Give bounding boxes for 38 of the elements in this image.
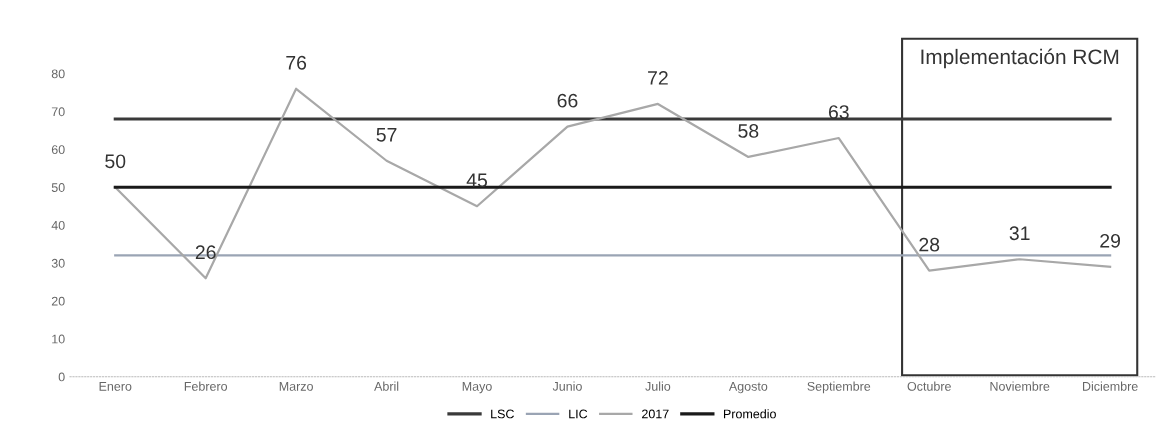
data-label: 50 [105, 154, 126, 169]
y-tick-label: 0 [58, 372, 65, 382]
data-label: 72 [648, 71, 668, 85]
x-tick-label: Septiembre [807, 381, 871, 394]
legend-label: Promedio [723, 409, 776, 419]
x-tick-label: Febrero [184, 381, 228, 391]
x-tick-label: Diciembre [1083, 381, 1138, 391]
y-tick-label: 30 [51, 258, 65, 268]
x-tick-label: Agosto [728, 382, 768, 394]
text: Implementación RCM [921, 48, 1119, 69]
x-tick-label: Julio [645, 381, 671, 391]
data-label: 31 [1009, 226, 1030, 241]
data-label: 58 [738, 124, 759, 138]
y-tick-label: 80 [51, 69, 65, 79]
data-label: 66 [557, 93, 578, 108]
x-tick-label: Marzo [279, 382, 313, 391]
y-tick-label: 70 [51, 107, 65, 117]
data-label: 28 [919, 237, 940, 252]
legend-label: LIC [569, 409, 588, 419]
x-tick-label: Abril [374, 381, 399, 391]
data-label: 76 [286, 55, 307, 70]
y-tick-label: 50 [51, 183, 65, 192]
x-tick-label: Octubre [907, 381, 951, 391]
y-tick-label: 10 [52, 334, 65, 344]
legend-label: 2017 [642, 409, 669, 419]
data-label: 63 [828, 105, 849, 119]
x-tick-label: Noviembre [990, 381, 1050, 391]
y-tick-label: 20 [51, 296, 65, 306]
y-tick-label: 60 [51, 145, 65, 155]
data-label: 29 [1100, 233, 1120, 248]
y-tick-label: 40 [51, 220, 65, 230]
data-label: 45 [466, 173, 488, 188]
x-tick-label: Enero [99, 382, 132, 391]
x-tick-label: Junio [552, 381, 582, 391]
legend-label: LSC [491, 409, 514, 419]
data-label: 26 [195, 245, 216, 260]
x-tick-label: Mayo [462, 382, 492, 394]
data-label: 57 [376, 128, 397, 142]
